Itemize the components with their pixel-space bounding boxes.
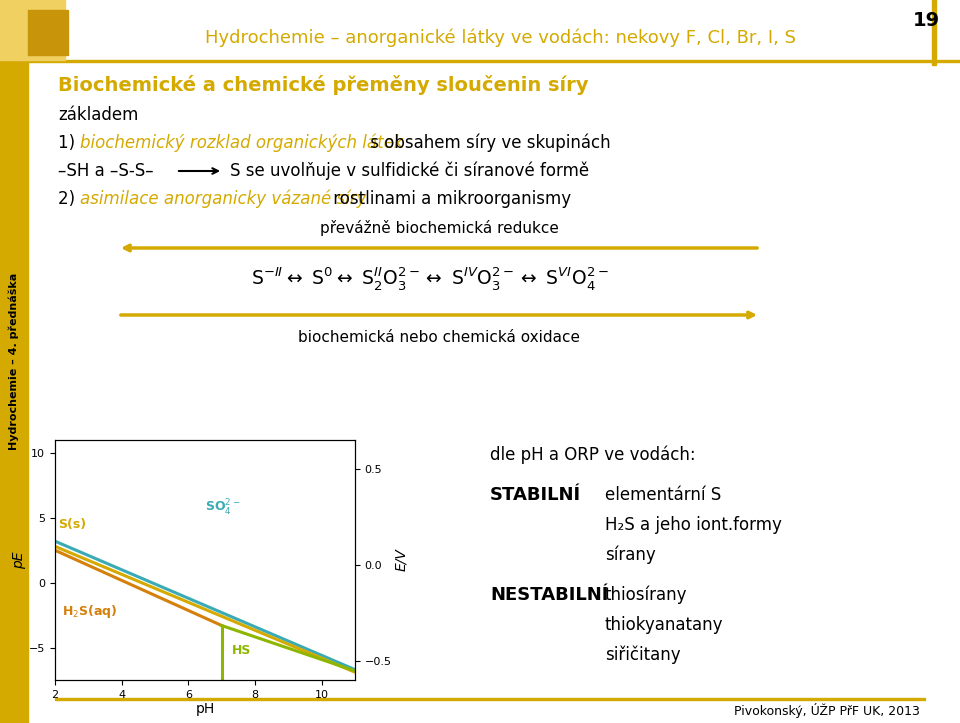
Text: dle pH a ORP ve vodách:: dle pH a ORP ve vodách: xyxy=(490,446,696,464)
Bar xyxy=(932,0,936,65)
Text: základem: základem xyxy=(58,106,138,124)
Bar xyxy=(28,10,68,55)
Text: siřičitany: siřičitany xyxy=(605,646,681,664)
Text: thiosírany: thiosírany xyxy=(605,586,687,604)
Text: biochemický rozklad organických látek: biochemický rozklad organických látek xyxy=(80,134,403,153)
Text: HS: HS xyxy=(231,644,252,657)
Text: SO$_4^{2-}$: SO$_4^{2-}$ xyxy=(205,497,240,518)
Text: Pivokonský, ÚŽP PřF UK, 2013: Pivokonský, ÚŽP PřF UK, 2013 xyxy=(734,703,920,717)
Text: S(s): S(s) xyxy=(59,518,86,531)
Text: –SH a –S-S–: –SH a –S-S– xyxy=(58,162,154,180)
Text: rostlinami a mikroorganismy: rostlinami a mikroorganismy xyxy=(328,190,571,208)
Text: 1): 1) xyxy=(58,134,81,152)
Y-axis label: pE: pE xyxy=(12,551,26,569)
Bar xyxy=(0,0,65,60)
Bar xyxy=(55,698,925,700)
Text: biochemická nebo chemická oxidace: biochemická nebo chemická oxidace xyxy=(298,330,580,346)
Text: Biochemické a chemické přeměny sloučenin síry: Biochemické a chemické přeměny sloučenin… xyxy=(58,75,588,95)
Text: thiokyanatany: thiokyanatany xyxy=(605,616,724,634)
Text: Hydrochemie – anorganické látky ve vodách: nekovy F, Cl, Br, I, S: Hydrochemie – anorganické látky ve vodác… xyxy=(204,29,796,47)
Bar xyxy=(28,60,960,62)
Text: 2): 2) xyxy=(58,190,81,208)
Text: H$_2$S(aq): H$_2$S(aq) xyxy=(61,603,117,620)
Y-axis label: E/V: E/V xyxy=(395,549,409,571)
Bar xyxy=(0,0,28,723)
Text: S$^{-II}$$\leftrightarrow$ S$^{0}$$\leftrightarrow$ S$_{2}^{II}$O$_{3}^{2-}$$\le: S$^{-II}$$\leftrightarrow$ S$^{0}$$\left… xyxy=(252,265,609,291)
Text: 19: 19 xyxy=(913,11,940,30)
Text: s obsahem síry ve skupinách: s obsahem síry ve skupinách xyxy=(365,134,611,153)
X-axis label: pH: pH xyxy=(196,703,215,716)
Text: převážně biochemická redukce: převážně biochemická redukce xyxy=(320,220,559,236)
Text: NESTABILNÍ: NESTABILNÍ xyxy=(490,586,609,604)
Text: sírany: sírany xyxy=(605,546,656,564)
Text: Hydrochemie – 4. přednáška: Hydrochemie – 4. přednáška xyxy=(9,273,19,450)
Text: elementární S: elementární S xyxy=(605,486,721,504)
Text: S se uvolňuje v sulfidické či síranové formě: S se uvolňuje v sulfidické či síranové f… xyxy=(230,162,589,180)
Text: H₂S a jeho iont.formy: H₂S a jeho iont.formy xyxy=(605,516,781,534)
Text: STABILNÍ: STABILNÍ xyxy=(490,486,581,504)
Text: asimilace anorganicky vázané síry: asimilace anorganicky vázané síry xyxy=(80,189,367,208)
